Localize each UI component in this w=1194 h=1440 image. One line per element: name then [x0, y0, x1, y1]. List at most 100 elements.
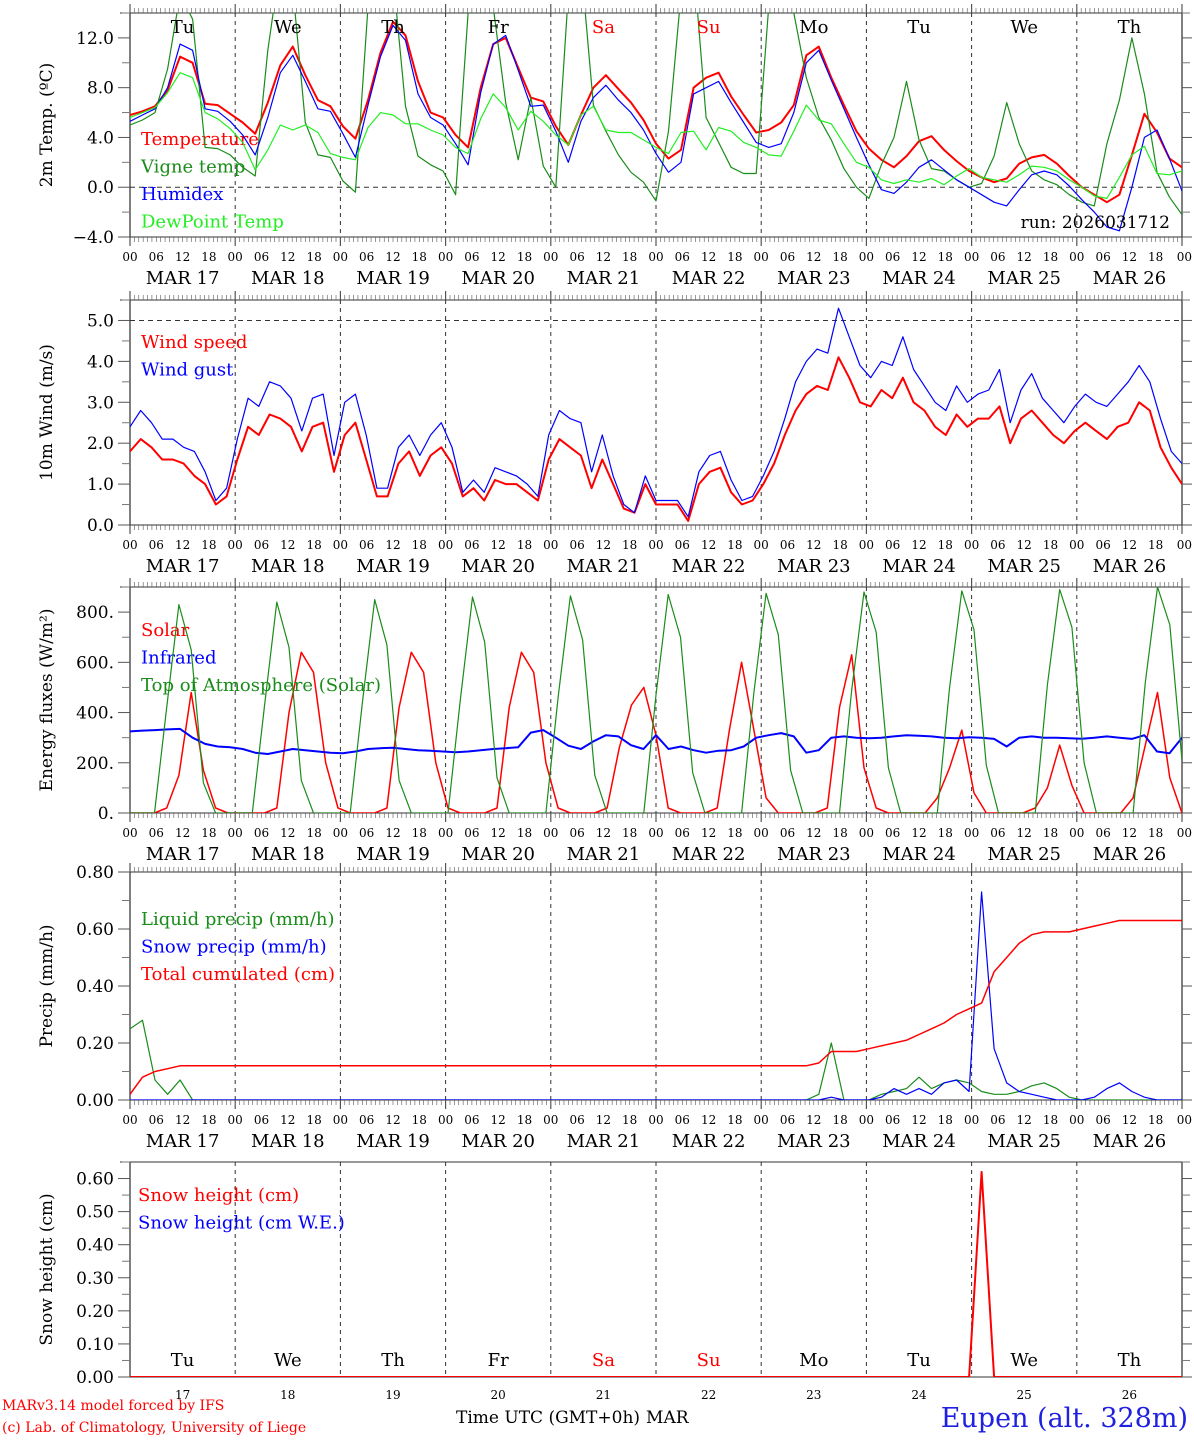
date-label: MAR 24 [882, 844, 956, 865]
hour-tick-label: 12 [701, 538, 716, 552]
y-tick-label: 200. [76, 754, 114, 774]
weekday-label: Mo [799, 1350, 828, 1371]
hour-tick-label: 12 [175, 538, 190, 552]
hour-tick-label: 00 [122, 826, 137, 840]
hour-tick-label: 12 [1017, 826, 1032, 840]
hour-tick-label: 00 [122, 538, 137, 552]
y-tick-label: 4.0 [87, 352, 114, 372]
panel-snow: 0.00 0.10 0.20 0.30 0.40 0.50 0.60 Snow height … [37, 1161, 1192, 1402]
y-tick-label: 0.00 [76, 1091, 114, 1111]
legend-entry: Total cumulated (cm) [141, 964, 335, 985]
y-tick-label: −4.0 [73, 228, 114, 248]
date-label: MAR 22 [672, 1131, 746, 1152]
legend-entry: Vigne temp [140, 157, 245, 178]
hour-tick-label: 06 [885, 538, 900, 552]
hour-tick-label: 12 [596, 250, 611, 264]
legend-entry: Temperature [141, 129, 259, 150]
hour-tick-label: 00 [122, 250, 137, 264]
series-line-humidex [130, 24, 1182, 232]
y-tick-label: 0.40 [76, 977, 114, 997]
hour-tick-label: 18 [727, 538, 742, 552]
legend-entry: Snow precip (mm/h) [141, 937, 327, 958]
hour-tick-label: 18 [938, 826, 953, 840]
hour-tick-label: 18 [201, 250, 216, 264]
hour-tick-label: 12 [596, 538, 611, 552]
hour-tick-label: 18 [727, 1113, 742, 1127]
hour-tick-label: 12 [911, 826, 926, 840]
date-label: MAR 21 [567, 268, 641, 289]
legend-entry: Top of Atmosphere (Solar) [141, 675, 381, 696]
weekday-label: Su [697, 1350, 721, 1371]
hour-tick-label: 18 [201, 1113, 216, 1127]
panel-energy: 0. 200. 400. 600. 800. Energy fluxes (W/m²) So… [37, 578, 1192, 865]
hour-tick-label: 06 [990, 538, 1005, 552]
weekday-label: Tu [171, 1350, 195, 1371]
hour-tick-label: 12 [1122, 826, 1137, 840]
hour-tick-label: 12 [175, 826, 190, 840]
y-axis-label: Snow height (cm) [37, 1193, 57, 1345]
date-label: MAR 20 [461, 556, 535, 577]
hour-tick-label: 12 [701, 826, 716, 840]
series-line-wind-gust [130, 307, 1182, 518]
hour-tick-label: 00 [1069, 250, 1084, 264]
weekday-label: Tu [171, 17, 195, 38]
hour-tick-label: 00 [543, 250, 558, 264]
y-axis-label: Precip (mm/h) [37, 924, 57, 1047]
hour-tick-label: 00 [648, 1113, 663, 1127]
legend-entry: Liquid precip (mm/h) [141, 909, 335, 930]
legend-entry: Humidex [141, 184, 223, 205]
hour-tick-label: 00 [438, 250, 453, 264]
y-tick-label: 800. [76, 603, 114, 623]
hour-tick-label: 00 [648, 826, 663, 840]
hour-tick-label: 12 [491, 826, 506, 840]
hour-tick-label: 12 [385, 538, 400, 552]
date-label: MAR 22 [672, 556, 746, 577]
hour-tick-label: 06 [1095, 250, 1110, 264]
hour-tick-label: 06 [254, 826, 269, 840]
hour-tick-label: 18 [832, 250, 847, 264]
hour-tick-label: 12 [385, 826, 400, 840]
hour-tick-label: 12 [806, 826, 821, 840]
day-number-label: 20 [491, 1388, 506, 1402]
hour-tick-label: 00 [438, 538, 453, 552]
date-label: MAR 26 [1093, 268, 1167, 289]
hour-tick-label: 06 [464, 826, 479, 840]
series-line-liquid-precip-mm-h- [130, 1019, 1182, 1100]
hour-tick-label: 00 [754, 826, 769, 840]
date-label: MAR 19 [356, 268, 430, 289]
hour-tick-label: 12 [491, 250, 506, 264]
y-tick-label: 4.0 [87, 128, 114, 148]
series-line-temperature [130, 20, 1182, 204]
y-tick-label: 12.0 [76, 29, 114, 49]
hour-tick-label: 18 [1043, 250, 1058, 264]
hour-tick-label: 00 [648, 538, 663, 552]
hour-tick-label: 12 [280, 538, 295, 552]
hour-tick-label: 06 [254, 250, 269, 264]
hour-tick-label: 12 [491, 538, 506, 552]
hour-tick-label: 06 [569, 1113, 584, 1127]
hour-tick-label: 18 [306, 826, 321, 840]
date-label: MAR 23 [777, 1131, 851, 1152]
hour-tick-label: 06 [885, 826, 900, 840]
date-label: MAR 21 [567, 844, 641, 865]
hour-tick-label: 12 [806, 538, 821, 552]
legend-entry: Wind gust [141, 360, 234, 381]
hour-tick-label: 06 [149, 538, 164, 552]
hour-tick-label: 00 [964, 826, 979, 840]
weekday-label: Th [381, 17, 405, 38]
weekday-label: Fr [488, 1350, 509, 1371]
hour-tick-label: 00 [1177, 250, 1192, 264]
date-label: MAR 18 [251, 268, 325, 289]
y-tick-label: 0.60 [76, 920, 114, 940]
hour-tick-label: 18 [622, 1113, 637, 1127]
hour-tick-label: 06 [254, 1113, 269, 1127]
hour-tick-label: 06 [885, 250, 900, 264]
hour-tick-label: 12 [1122, 538, 1137, 552]
day-number-label: 18 [280, 1388, 295, 1402]
legend-entry: DewPoint Temp [141, 212, 284, 233]
hour-tick-label: 00 [228, 250, 243, 264]
date-label: MAR 24 [882, 556, 956, 577]
y-tick-label: 0.80 [76, 863, 114, 883]
y-tick-label: 0.60 [76, 1170, 114, 1190]
